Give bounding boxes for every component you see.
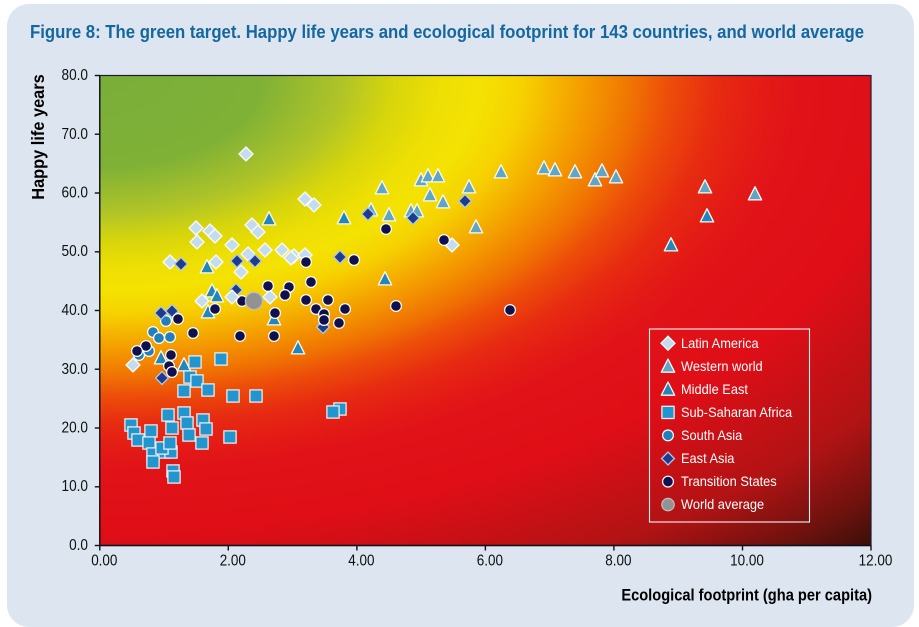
svg-text:40.0: 40.0	[61, 302, 88, 319]
svg-text:20.0: 20.0	[61, 420, 88, 437]
svg-text:Ecological footprint (gha per: Ecological footprint (gha per capita)	[621, 587, 872, 605]
svg-text:0.00: 0.00	[91, 553, 117, 570]
svg-text:Sub-Saharan Africa: Sub-Saharan Africa	[681, 405, 793, 420]
svg-text:Western world: Western world	[681, 359, 763, 374]
svg-text:10.00: 10.00	[730, 553, 764, 570]
svg-text:70.0: 70.0	[61, 126, 88, 143]
svg-text:World average: World average	[681, 497, 764, 512]
svg-text:8.00: 8.00	[605, 553, 631, 570]
svg-text:60.0: 60.0	[61, 185, 88, 202]
svg-text:30.0: 30.0	[61, 361, 88, 378]
svg-text:Middle East: Middle East	[681, 382, 748, 397]
svg-text:80.0: 80.0	[61, 67, 88, 84]
svg-text:4.00: 4.00	[348, 553, 374, 570]
svg-text:0.0: 0.0	[69, 537, 88, 554]
svg-text:Transition States: Transition States	[681, 474, 777, 489]
svg-text:6.00: 6.00	[477, 553, 503, 570]
svg-text:Figure 8: The green target. Ha: Figure 8: The green target. Happy life y…	[30, 21, 864, 42]
svg-text:Latin America: Latin America	[681, 335, 759, 350]
svg-text:12.00: 12.00	[859, 553, 893, 570]
svg-text:10.0: 10.0	[61, 478, 88, 495]
svg-text:Happy life years: Happy life years	[27, 74, 48, 199]
svg-text:2.00: 2.00	[220, 553, 246, 570]
svg-text:50.0: 50.0	[61, 243, 88, 260]
svg-text:East Asia: East Asia	[681, 451, 735, 466]
svg-text:South Asia: South Asia	[681, 428, 743, 443]
